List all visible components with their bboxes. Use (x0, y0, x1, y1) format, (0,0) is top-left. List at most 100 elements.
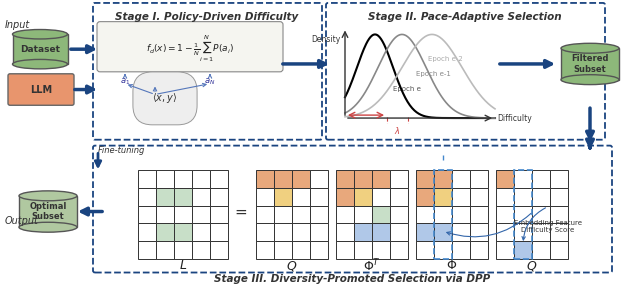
Text: $=$: $=$ (232, 204, 248, 219)
Bar (416, 170, 434, 188)
Bar (310, 170, 328, 188)
Text: $a_N$: $a_N$ (204, 76, 216, 87)
Bar (174, 170, 192, 188)
Bar (390, 223, 408, 241)
Text: $\lambda$: $\lambda$ (394, 125, 401, 136)
Bar (292, 170, 310, 188)
Text: $Q$: $Q$ (286, 258, 298, 273)
FancyBboxPatch shape (19, 196, 77, 227)
Bar (156, 170, 174, 188)
Bar (210, 205, 228, 223)
Bar (434, 241, 452, 259)
Bar (274, 170, 292, 188)
Bar (256, 223, 274, 241)
Bar (514, 223, 532, 241)
Bar (514, 170, 532, 188)
Bar (514, 170, 532, 259)
Bar (310, 223, 328, 241)
Text: Epoch e: Epoch e (393, 86, 421, 91)
Bar (336, 205, 354, 223)
Bar (452, 205, 470, 223)
Text: Fine-tuning: Fine-tuning (98, 146, 145, 154)
FancyBboxPatch shape (561, 48, 619, 80)
Bar (496, 170, 514, 188)
Bar (138, 223, 156, 241)
Bar (292, 188, 310, 205)
Bar (310, 205, 328, 223)
Text: Input: Input (5, 20, 30, 30)
Bar (256, 170, 274, 188)
Bar (550, 205, 568, 223)
Text: Difficulty: Difficulty (497, 113, 532, 123)
Bar (470, 223, 488, 241)
Bar (550, 223, 568, 241)
Text: Stage II. Pace-Adaptive Selection: Stage II. Pace-Adaptive Selection (368, 12, 562, 22)
Ellipse shape (13, 30, 67, 39)
Bar (416, 205, 434, 223)
Bar (390, 170, 408, 188)
Bar (274, 205, 292, 223)
Text: Embedding Feature
Difficulty Score: Embedding Feature Difficulty Score (514, 220, 582, 233)
Bar (434, 205, 452, 223)
Bar (292, 241, 310, 259)
Bar (514, 205, 532, 223)
Bar (372, 223, 390, 241)
Bar (514, 188, 532, 205)
Text: Epoch e-2: Epoch e-2 (428, 56, 462, 62)
Bar (452, 241, 470, 259)
Text: Dataset: Dataset (20, 45, 60, 54)
Bar (354, 170, 372, 188)
Bar (156, 223, 174, 241)
Bar (210, 241, 228, 259)
Ellipse shape (561, 43, 619, 53)
Bar (496, 188, 514, 205)
Bar (174, 188, 192, 205)
Ellipse shape (561, 75, 619, 85)
Text: Filtered
Subset: Filtered Subset (572, 54, 609, 74)
Bar (532, 241, 550, 259)
Bar (274, 223, 292, 241)
Text: Optimal
Subset: Optimal Subset (29, 202, 67, 221)
Bar (192, 170, 210, 188)
Bar (292, 205, 310, 223)
Text: Output: Output (5, 216, 39, 227)
Bar (470, 170, 488, 188)
Text: Stage I. Policy-Driven Difficulty: Stage I. Policy-Driven Difficulty (115, 12, 299, 22)
Bar (310, 188, 328, 205)
Text: $a_1$: $a_1$ (120, 76, 130, 87)
Bar (156, 205, 174, 223)
Bar (470, 188, 488, 205)
Text: $\langle x, y \rangle$: $\langle x, y \rangle$ (152, 91, 178, 105)
Bar (174, 241, 192, 259)
Bar (532, 223, 550, 241)
Bar (138, 205, 156, 223)
Text: $Q$: $Q$ (526, 258, 538, 273)
Bar (496, 223, 514, 241)
Bar (550, 188, 568, 205)
FancyBboxPatch shape (97, 22, 283, 72)
Bar (192, 241, 210, 259)
Bar (390, 188, 408, 205)
FancyBboxPatch shape (13, 34, 67, 64)
Bar (192, 205, 210, 223)
Bar (416, 223, 434, 241)
Bar (210, 170, 228, 188)
Bar (434, 188, 452, 205)
Bar (434, 170, 452, 259)
Bar (550, 170, 568, 188)
Bar (138, 170, 156, 188)
Bar (372, 205, 390, 223)
Text: ...: ... (179, 77, 187, 86)
Bar (336, 241, 354, 259)
Bar (354, 223, 372, 241)
Bar (532, 205, 550, 223)
Bar (470, 205, 488, 223)
Text: $\Phi^T$: $\Phi^T$ (363, 257, 381, 274)
Bar (156, 188, 174, 205)
Bar (416, 188, 434, 205)
FancyBboxPatch shape (8, 74, 74, 105)
Bar (292, 223, 310, 241)
Bar (192, 223, 210, 241)
Bar (210, 188, 228, 205)
Text: $\Phi$: $\Phi$ (447, 259, 458, 272)
